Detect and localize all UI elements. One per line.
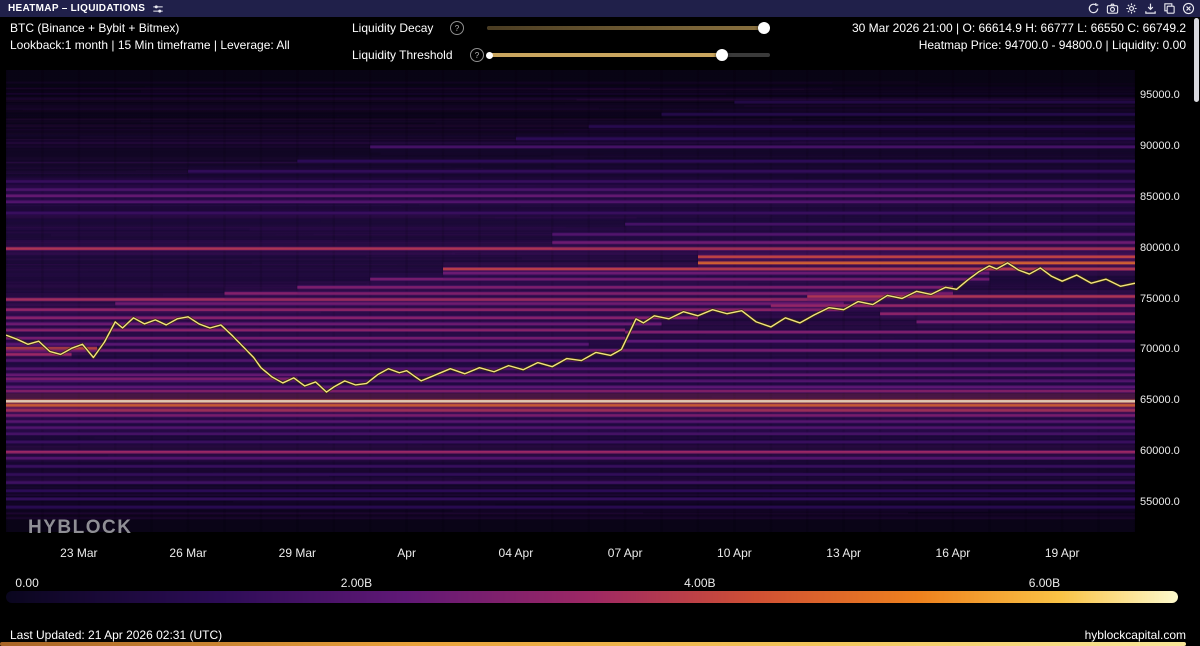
hyblock-watermark: HYBLOCK: [28, 517, 133, 538]
colorbar-tick-label: 0.00: [15, 576, 39, 590]
horizontal-scrollbar-thumb[interactable]: [0, 642, 1186, 646]
y-tick-label: 65000.0: [1140, 394, 1180, 407]
y-tick-label: 75000.0: [1140, 292, 1180, 305]
liquidity-threshold-slider[interactable]: [486, 48, 770, 62]
ohlc-readout: 30 Mar 2026 21:00 | O: 66614.9 H: 66777 …: [851, 21, 1186, 35]
tune-icon[interactable]: [152, 3, 164, 15]
liquidity-decay-row: Liquidity Decay ?: [352, 20, 782, 36]
slider-knob[interactable]: [758, 22, 771, 34]
liquidity-threshold-row: Liquidity Threshold ?: [352, 47, 782, 63]
heatmap-price-readout: Heatmap Price: 94700.0 - 94800.0 | Liqui…: [918, 38, 1186, 52]
colorbar: [6, 591, 1178, 603]
crosshair-readout: 30 Mar 2026 21:00 | O: 66614.9 H: 66777 …: [852, 20, 1186, 54]
colorbar-tick-label: 4.00B: [684, 576, 716, 590]
x-tick-label: 16 Apr: [935, 546, 971, 560]
liquidity-decay-slider[interactable]: [487, 21, 771, 35]
colorbar-tick-label: 2.00B: [340, 576, 373, 590]
lookback-label: Lookback:1 month | 15 Min timeframe | Le…: [10, 38, 290, 52]
y-tick-label: 60000.0: [1140, 445, 1180, 458]
slider-fill: [487, 53, 722, 57]
x-tick-label: 26 Mar: [169, 546, 207, 560]
download-icon[interactable]: [1144, 2, 1157, 15]
vertical-scrollbar-thumb[interactable]: [1194, 18, 1199, 102]
y-tick-label: 90000.0: [1140, 139, 1180, 152]
slider-fill: [487, 26, 765, 30]
titlebar: HEATMAP – LIQUIDATIONS: [0, 0, 1200, 17]
copy-icon[interactable]: [1163, 2, 1176, 15]
x-tick-label: 07 Apr: [607, 546, 643, 560]
info-icon[interactable]: ?: [470, 48, 484, 62]
y-tick-label: 70000.0: [1140, 343, 1180, 356]
liquidation-heatmap-canvas[interactable]: [6, 70, 1135, 532]
slider-knob[interactable]: [715, 49, 728, 61]
y-tick-label: 80000.0: [1140, 241, 1180, 254]
x-tick-label: 23 Mar: [60, 546, 98, 560]
window-title: HEATMAP – LIQUIDATIONS: [8, 3, 146, 14]
x-tick-label: 10 Apr: [717, 546, 752, 560]
liquidity-threshold-label: Liquidity Threshold: [352, 48, 453, 62]
y-tick-label: 85000.0: [1140, 190, 1180, 203]
x-tick-label: Apr: [397, 546, 416, 560]
last-updated-label: Last Updated: 21 Apr 2026 02:31 (UTC): [10, 628, 223, 642]
site-link[interactable]: hyblockcapital.com: [1084, 628, 1186, 642]
settings-icon[interactable]: [1125, 2, 1138, 15]
x-tick-label: 19 Apr: [1044, 546, 1080, 560]
y-tick-label: 55000.0: [1140, 496, 1180, 508]
info-icon[interactable]: ?: [450, 21, 464, 35]
close-icon[interactable]: [1182, 2, 1195, 15]
liquidity-decay-label: Liquidity Decay: [352, 21, 434, 35]
x-tick-label: 04 Apr: [498, 546, 534, 560]
x-tick-label: 29 Mar: [278, 546, 317, 560]
screenshot-icon[interactable]: [1106, 2, 1119, 15]
slider-min-knob[interactable]: [486, 51, 493, 59]
colorbar-tick-label: 6.00B: [1028, 576, 1061, 590]
instrument-info: BTC (Binance + Bybit + Bitmex) Lookback:…: [10, 20, 290, 54]
y-tick-label: 95000.0: [1140, 89, 1180, 101]
titlebar-icons: [1087, 2, 1195, 15]
refresh-icon[interactable]: [1087, 2, 1100, 15]
x-tick-label: 13 Apr: [826, 546, 862, 560]
instrument-label: BTC (Binance + Bybit + Bitmex): [10, 21, 180, 35]
